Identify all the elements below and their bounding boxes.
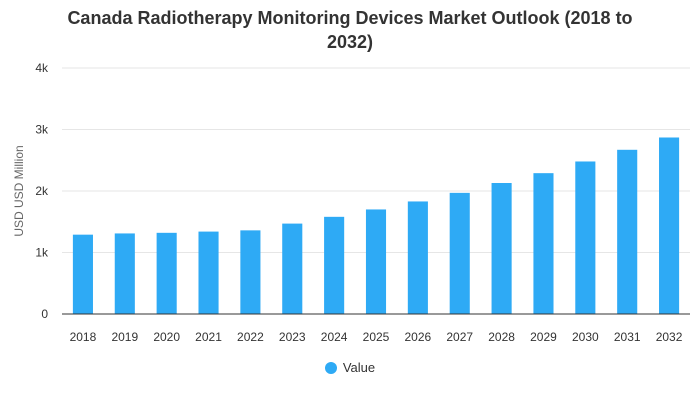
bar-2027[interactable] — [449, 192, 470, 314]
x-tick-label: 2018 — [70, 330, 97, 344]
x-tick-label: 2029 — [530, 330, 557, 344]
bar-2018[interactable] — [72, 234, 93, 314]
chart-title-line2: 2032) — [326, 32, 374, 52]
bar-2025[interactable] — [365, 209, 387, 314]
x-tick-label: 2028 — [488, 330, 515, 344]
x-tick-label: 2019 — [111, 330, 138, 344]
x-tick-label: 2031 — [614, 330, 641, 344]
x-tick-label: 2027 — [446, 330, 473, 344]
y-tick-label: 1k — [35, 246, 49, 260]
bar-2028[interactable] — [491, 183, 512, 314]
x-tick-label: 2026 — [405, 330, 432, 344]
bar-2022[interactable] — [240, 230, 261, 314]
x-tick-label: 2032 — [656, 330, 683, 344]
legend-label[interactable]: Value — [342, 360, 376, 375]
x-tick-label: 2024 — [321, 330, 348, 344]
chart-title-line1: Canada Radiotherapy Monitoring Devices M… — [67, 8, 633, 28]
y-tick-labels: 0 1k 2k 3k 4k — [35, 61, 49, 321]
bar-2032[interactable] — [659, 137, 680, 314]
legend-swatch[interactable] — [324, 361, 337, 374]
bar-2024[interactable] — [324, 216, 345, 314]
x-tick-label: 2030 — [572, 330, 599, 344]
chart-title: Canada Radiotherapy Monitoring Devices M… — [0, 6, 700, 54]
bar-2021[interactable] — [198, 231, 219, 314]
legend: Value — [0, 360, 700, 375]
x-tick-label: 2021 — [195, 330, 222, 344]
bar-2026[interactable] — [407, 201, 428, 314]
bars — [72, 137, 680, 314]
y-tick-label: 3k — [35, 123, 49, 137]
x-tick-label: 2022 — [237, 330, 264, 344]
bar-2023[interactable] — [282, 223, 303, 314]
y-tick-label: 0 — [41, 307, 48, 321]
x-tick-label: 2020 — [153, 330, 180, 344]
x-tick-labels: 2018 2019 2020 2021 2022 2023 2024 2025 2026 2027… — [70, 330, 683, 344]
x-tick-label: 2025 — [363, 330, 390, 344]
bar-2019[interactable] — [114, 233, 135, 314]
bar-2031[interactable] — [617, 149, 638, 314]
y-tick-label: 2k — [35, 184, 49, 198]
y-axis-label: USD USD Million — [12, 145, 26, 236]
bar-2030[interactable] — [575, 161, 596, 314]
bar-2020[interactable] — [156, 232, 177, 314]
y-tick-label: 4k — [35, 61, 49, 75]
x-tick-label: 2023 — [279, 330, 306, 344]
bar-2029[interactable] — [533, 173, 554, 314]
